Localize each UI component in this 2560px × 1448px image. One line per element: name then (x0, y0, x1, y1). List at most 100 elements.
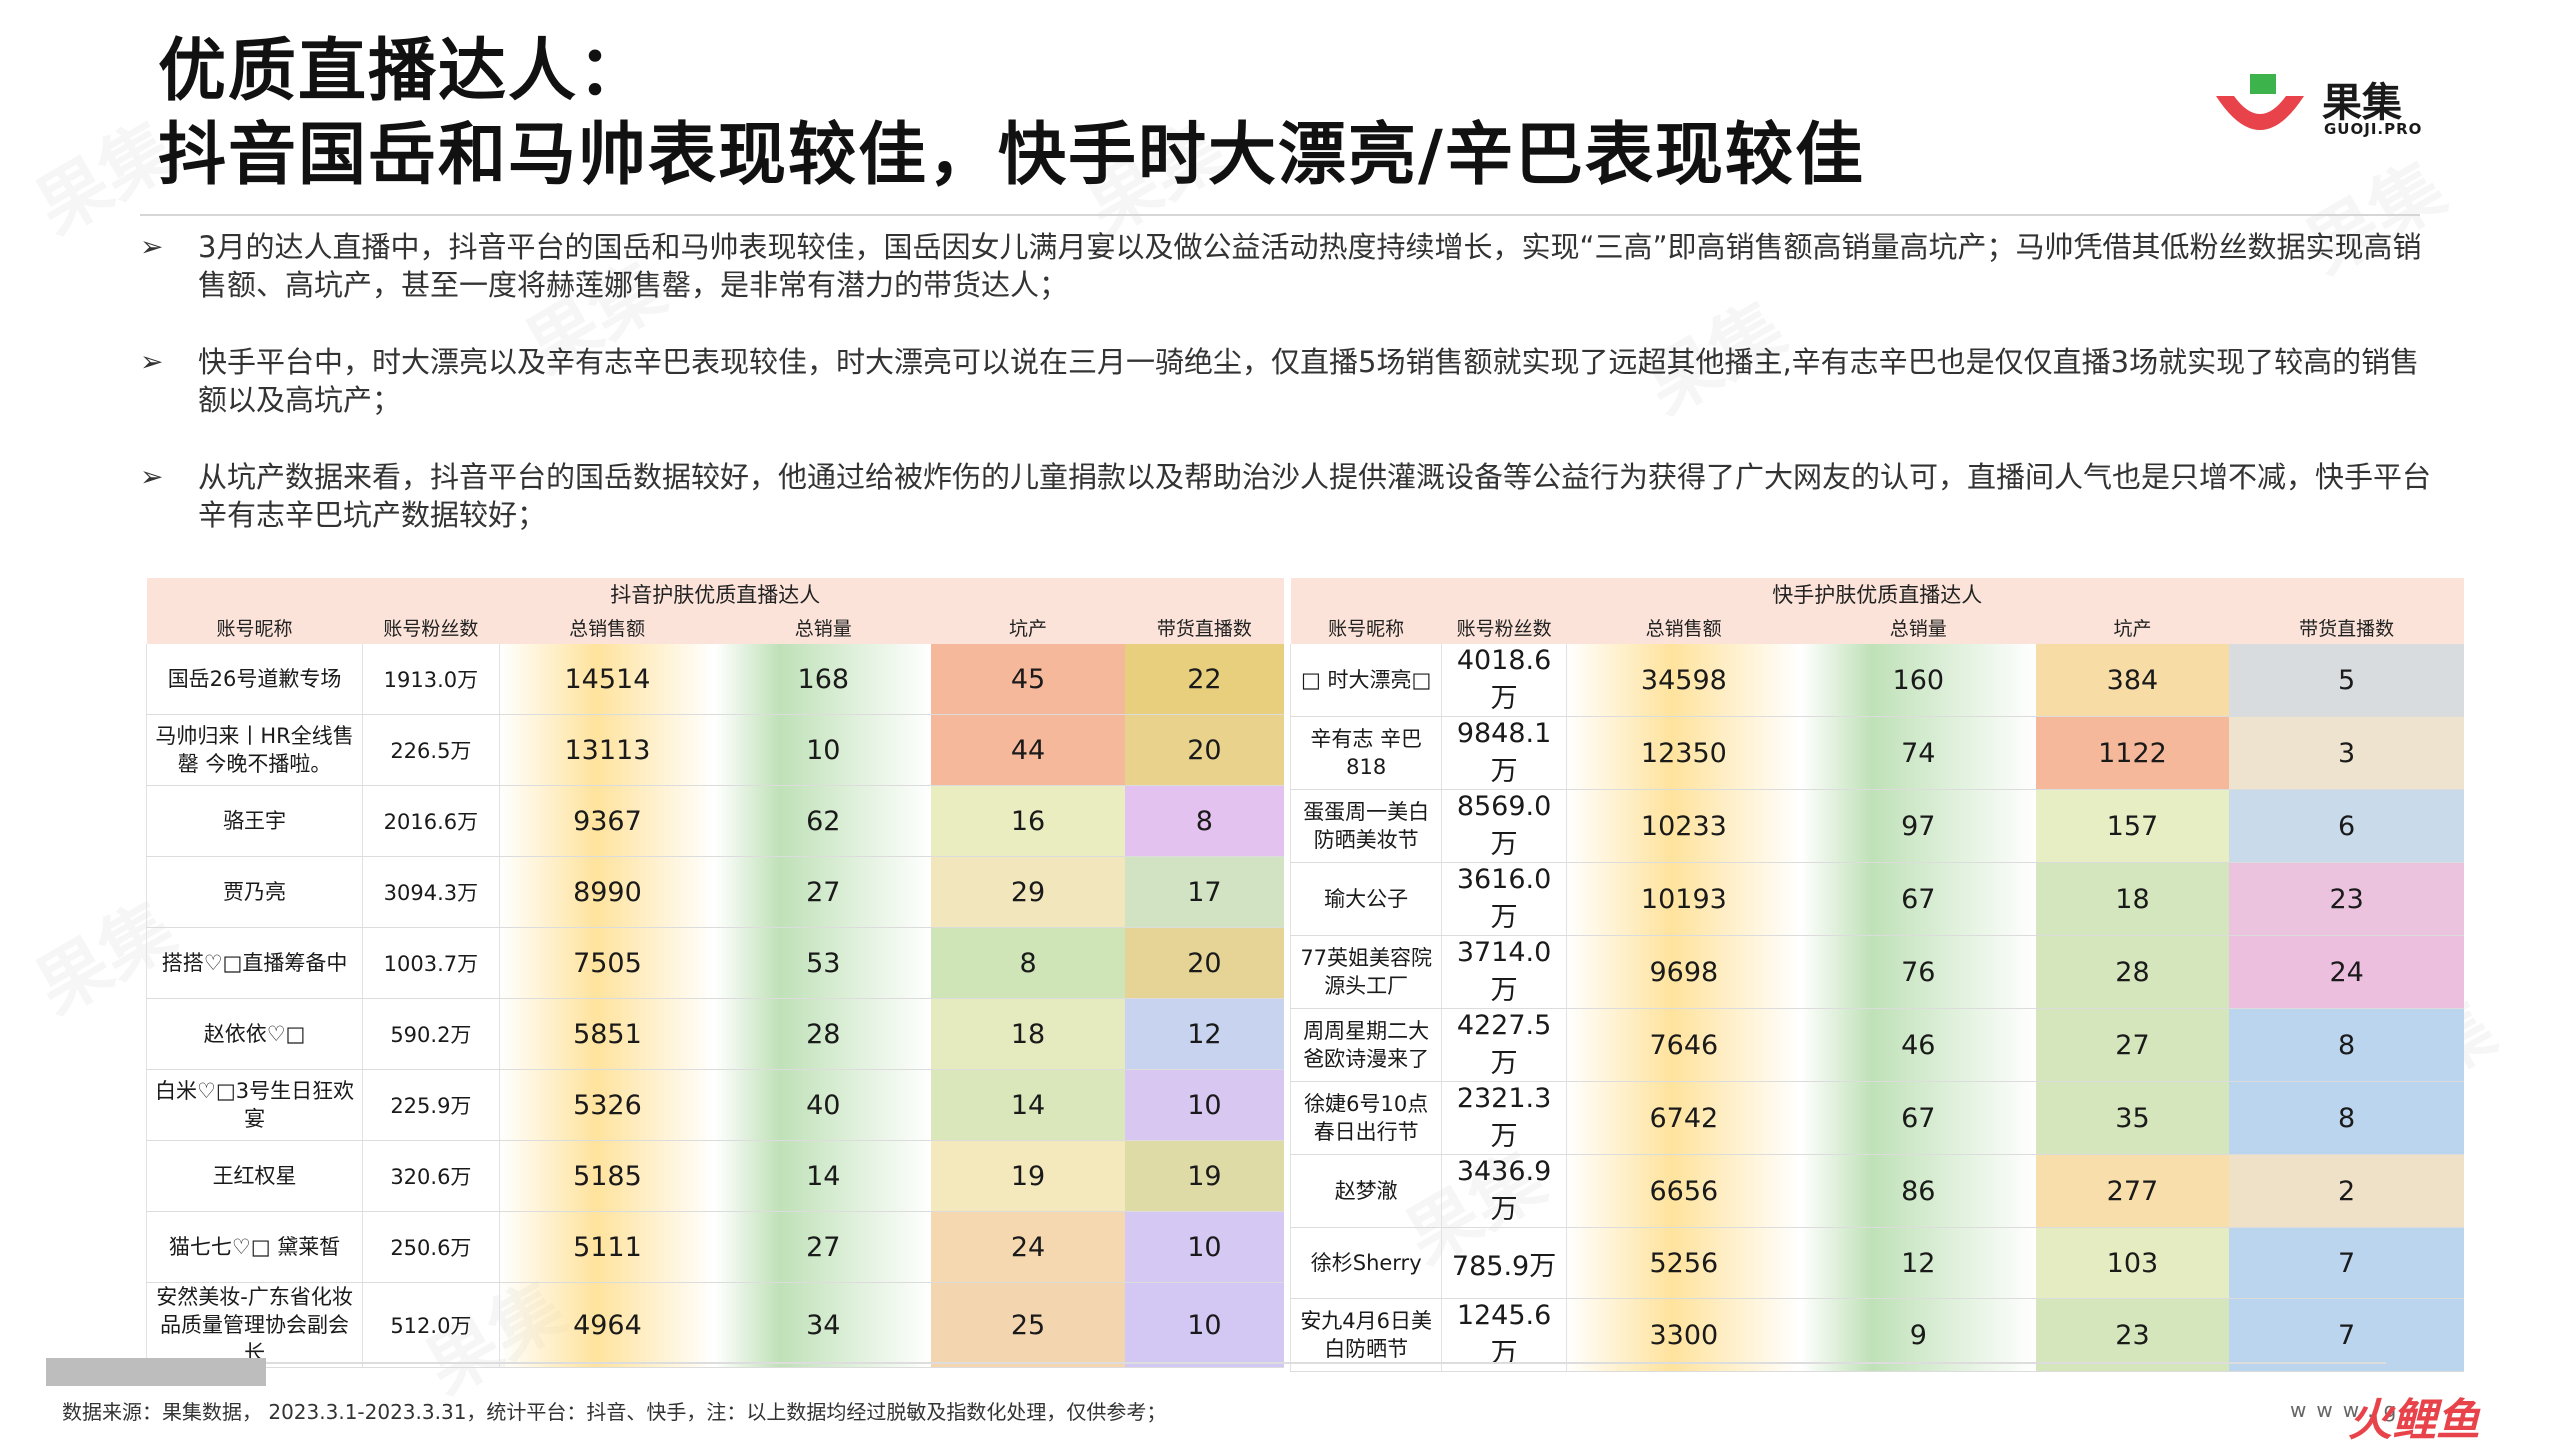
cell-sales: 5185 (499, 1140, 716, 1212)
cell-sales: 4964 (499, 1282, 716, 1368)
cell-live-count: 20 (1124, 714, 1284, 786)
cell-name: 辛有志 辛巴 818 (1289, 716, 1443, 790)
cell-live-count: 7 (2229, 1298, 2464, 1372)
cell-live-count: 3 (2229, 716, 2464, 790)
title-line-2: 抖音国岳和马帅表现较佳，快手时大漂亮/辛巴表现较佳 (158, 116, 1865, 195)
bullet-list: ➢ 3月的达人直播中，抖音平台的国岳和马帅表现较佳，国岳因女儿满月宴以及做公益活… (140, 228, 2440, 573)
arrow-right-icon: ➢ (140, 345, 164, 378)
table-row: 周周星期二大爸欧诗漫来了 4227.5万 7646 46 27 8 (1289, 1008, 2464, 1082)
table-header-row: 账号昵称 账号粉丝数 总销售额 总销量 坑产 带货直播数 (1290, 610, 2464, 644)
cell-kengchan: 8 (931, 927, 1125, 999)
cell-fans: 1003.7万 (362, 927, 500, 999)
cell-fans: 3436.9万 (1441, 1154, 1567, 1228)
table-row: 安然美妆-广东省化妆品质量管理协会副会长 512.0万 4964 34 25 10 (145, 1282, 1284, 1368)
cell-kengchan: 23 (2035, 1298, 2230, 1372)
cell-kengchan: 277 (2035, 1154, 2230, 1228)
cell-sales: 34598 (1566, 644, 1801, 717)
cell-volume: 27 (715, 1211, 932, 1283)
cell-fans: 2016.6万 (362, 785, 500, 857)
cell-fans: 3714.0万 (1441, 935, 1567, 1009)
cell-live-count: 24 (2229, 935, 2464, 1009)
logo-mark-icon (2216, 74, 2304, 130)
cell-sales: 9367 (499, 785, 716, 857)
table-row: 猫七七♡□ 黛莱皙 250.6万 5111 27 24 10 (145, 1211, 1284, 1283)
column-header: 总销量 (1800, 610, 2036, 644)
cell-kengchan: 28 (2035, 935, 2230, 1009)
cell-name: 搭搭♡□直播筹备中 (145, 927, 364, 999)
cell-kengchan: 18 (931, 998, 1125, 1070)
kuaishou-table: 快手护肤优质直播达人 账号昵称 账号粉丝数 总销售额 总销量 坑产 带货直播数 □ 时大漂… (1289, 578, 2464, 1372)
cell-name: 周周星期二大爸欧诗漫来了 (1289, 1008, 1443, 1082)
cell-name: 徐杉Sherry (1289, 1227, 1443, 1299)
arrow-right-icon: ➢ (140, 230, 164, 263)
table-body: □ 时大漂亮□ 4018.6万 34598 160 384 5 辛有志 辛巴 818 9848… (1289, 644, 2464, 1372)
cell-name: 瑜大公子 (1289, 862, 1443, 936)
cell-sales: 7505 (499, 927, 716, 999)
cell-fans: 590.2万 (362, 998, 500, 1070)
table-row: 搭搭♡□直播筹备中 1003.7万 7505 53 8 20 (145, 927, 1284, 999)
cell-fans: 1245.6万 (1441, 1298, 1567, 1372)
cell-volume: 160 (1800, 644, 2036, 717)
column-header: 总销售额 (499, 610, 716, 644)
cell-sales: 5111 (499, 1211, 716, 1283)
cell-sales: 5326 (499, 1069, 716, 1141)
table-row: 77英姐美容院源头工厂 3714.0万 9698 76 28 24 (1289, 935, 2464, 1009)
cell-volume: 34 (715, 1282, 932, 1368)
cell-volume: 9 (1800, 1298, 2036, 1372)
douyin-table: 抖音护肤优质直播达人 账号昵称 账号粉丝数 总销售额 总销量 坑产 带货直播数 国岳26号… (145, 578, 1284, 1368)
cell-live-count: 17 (1124, 856, 1284, 928)
cell-kengchan: 29 (931, 856, 1125, 928)
cell-live-count: 5 (2229, 644, 2464, 717)
cell-sales: 7646 (1566, 1008, 1801, 1082)
cell-kengchan: 27 (2035, 1008, 2230, 1082)
cell-name: 安然美妆-广东省化妆品质量管理协会副会长 (145, 1282, 364, 1368)
bullet-text: 从坑产数据来看，抖音平台的国岳数据较好，他通过给被炸伤的儿童捐款以及帮助治沙人提… (198, 460, 2432, 532)
cell-name: 国岳26号道歉专场 (145, 644, 364, 715)
cell-fans: 8569.0万 (1441, 789, 1567, 863)
cell-live-count: 7 (2229, 1227, 2464, 1299)
cell-sales: 9698 (1566, 935, 1801, 1009)
cell-name: 安九4月6日美白防晒节 (1289, 1298, 1443, 1372)
cell-kengchan: 14 (931, 1069, 1125, 1141)
table-row: 骆王宇 2016.6万 9367 62 16 8 (145, 785, 1284, 857)
cell-volume: 67 (1800, 862, 2036, 936)
page-title: 优质直播达人： 抖音国岳和马帅表现较佳，快手时大漂亮/辛巴表现较佳 (158, 30, 1865, 198)
cell-name: 骆王宇 (145, 785, 364, 857)
cell-kengchan: 44 (931, 714, 1125, 786)
bullet-item: ➢ 从坑产数据来看，抖音平台的国岳数据较好，他通过给被炸伤的儿童捐款以及帮助治沙… (140, 458, 2440, 534)
cell-sales: 6742 (1566, 1081, 1801, 1155)
cell-live-count: 10 (1124, 1282, 1284, 1368)
cell-volume: 10 (715, 714, 932, 786)
cell-kengchan: 24 (931, 1211, 1125, 1283)
logo-text-cn: 果集 (2322, 80, 2402, 126)
table-row: 贾乃亮 3094.3万 8990 27 29 17 (145, 856, 1284, 928)
table-row: 安九4月6日美白防晒节 1245.6万 3300 9 23 7 (1289, 1298, 2464, 1372)
table-row: 徐杉Sherry 785.9万 5256 12 103 7 (1289, 1227, 2464, 1299)
cell-fans: 250.6万 (362, 1211, 500, 1283)
cell-live-count: 12 (1124, 998, 1284, 1070)
cell-kengchan: 1122 (2035, 716, 2230, 790)
table-row: 赵梦澈 3436.9万 6656 86 277 2 (1289, 1154, 2464, 1228)
bullet-item: ➢ 快手平台中，时大漂亮以及辛有志辛巴表现较佳，时大漂亮可以说在三月一骑绝尘，仅… (140, 343, 2440, 419)
progress-indicator (46, 1358, 266, 1386)
cell-volume: 53 (715, 927, 932, 999)
column-header: 账号昵称 (1290, 610, 1442, 644)
column-header: 账号昵称 (146, 610, 363, 644)
bullet-item: ➢ 3月的达人直播中，抖音平台的国岳和马帅表现较佳，国岳因女儿满月宴以及做公益活… (140, 228, 2440, 304)
cell-fans: 225.9万 (362, 1069, 500, 1141)
cell-live-count: 19 (1124, 1140, 1284, 1212)
cell-sales: 5851 (499, 998, 716, 1070)
cell-live-count: 22 (1124, 644, 1284, 715)
cell-kengchan: 25 (931, 1282, 1125, 1368)
cell-name: 蛋蛋周一美白防晒美妆节 (1289, 789, 1443, 863)
cell-volume: 62 (715, 785, 932, 857)
table-body: 国岳26号道歉专场 1913.0万 14514 168 45 22 马帅归来丨HR全线售罄 … (145, 644, 1284, 1368)
cell-sales: 14514 (499, 644, 716, 715)
cell-fans: 4227.5万 (1441, 1008, 1567, 1082)
cell-volume: 12 (1800, 1227, 2036, 1299)
corner-logo: 火鲤鱼 (2348, 1395, 2480, 1446)
cell-kengchan: 45 (931, 644, 1125, 715)
cell-volume: 67 (1800, 1081, 2036, 1155)
column-header: 账号粉丝数 (362, 610, 500, 644)
bullet-text: 3月的达人直播中，抖音平台的国岳和马帅表现较佳，国岳因女儿满月宴以及做公益活动热… (198, 230, 2422, 302)
